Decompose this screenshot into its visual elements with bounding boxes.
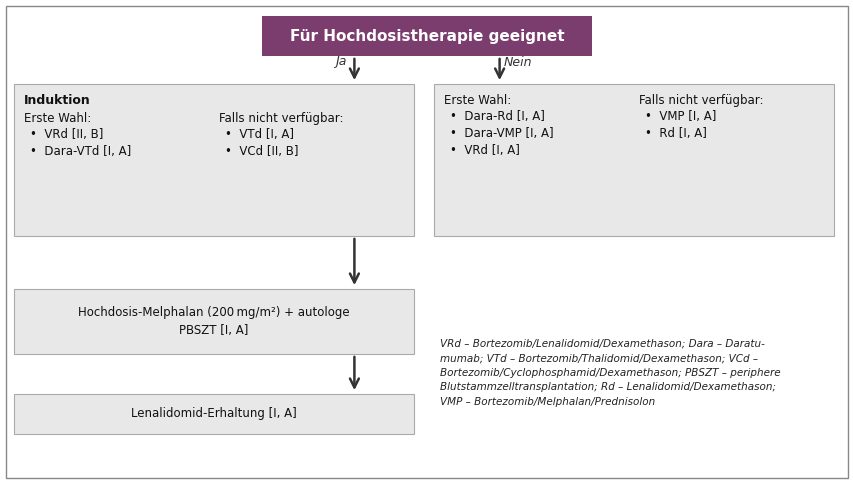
Text: Für Hochdosistherapie geeignet: Für Hochdosistherapie geeignet	[289, 29, 564, 44]
Text: Ja: Ja	[334, 56, 346, 69]
Text: •  VRd [I, A]: • VRd [I, A]	[450, 144, 519, 157]
Text: Falls nicht verfügbar:: Falls nicht verfügbar:	[638, 94, 763, 107]
Text: •  Rd [I, A]: • Rd [I, A]	[644, 127, 706, 140]
Text: VRd – Bortezomib/Lenalidomid/Dexamethason; Dara – Daratu-
mumab; VTd – Bortezomi: VRd – Bortezomib/Lenalidomid/Dexamethaso…	[439, 339, 780, 407]
Bar	[433, 84, 833, 236]
Text: Lenalidomid-Erhaltung [I, A]: Lenalidomid-Erhaltung [I, A]	[131, 408, 297, 421]
Text: Erste Wahl:: Erste Wahl:	[444, 94, 511, 107]
Text: •  VRd [II, B]: • VRd [II, B]	[30, 128, 103, 141]
Bar	[262, 16, 591, 56]
Text: •  Dara-Rd [I, A]: • Dara-Rd [I, A]	[450, 110, 544, 123]
Text: •  Dara-VTd [I, A]: • Dara-VTd [I, A]	[30, 145, 131, 158]
Text: Hochdosis-Melphalan (200 mg/m²) + autologe: Hochdosis-Melphalan (200 mg/m²) + autolo…	[78, 306, 350, 319]
Text: Nein: Nein	[503, 56, 531, 69]
Text: Falls nicht verfügbar:: Falls nicht verfügbar:	[218, 112, 343, 125]
Text: •  VCd [II, B]: • VCd [II, B]	[224, 145, 299, 158]
Bar	[14, 289, 414, 354]
Text: •  VTd [I, A]: • VTd [I, A]	[224, 128, 293, 141]
Text: Erste Wahl:: Erste Wahl:	[24, 112, 91, 125]
Text: Induktion: Induktion	[24, 94, 90, 107]
Text: •  VMP [I, A]: • VMP [I, A]	[644, 110, 716, 123]
Text: PBSZT [I, A]: PBSZT [I, A]	[179, 324, 248, 337]
Bar	[14, 84, 414, 236]
Bar	[14, 394, 414, 434]
Text: •  Dara-VMP [I, A]: • Dara-VMP [I, A]	[450, 127, 553, 140]
